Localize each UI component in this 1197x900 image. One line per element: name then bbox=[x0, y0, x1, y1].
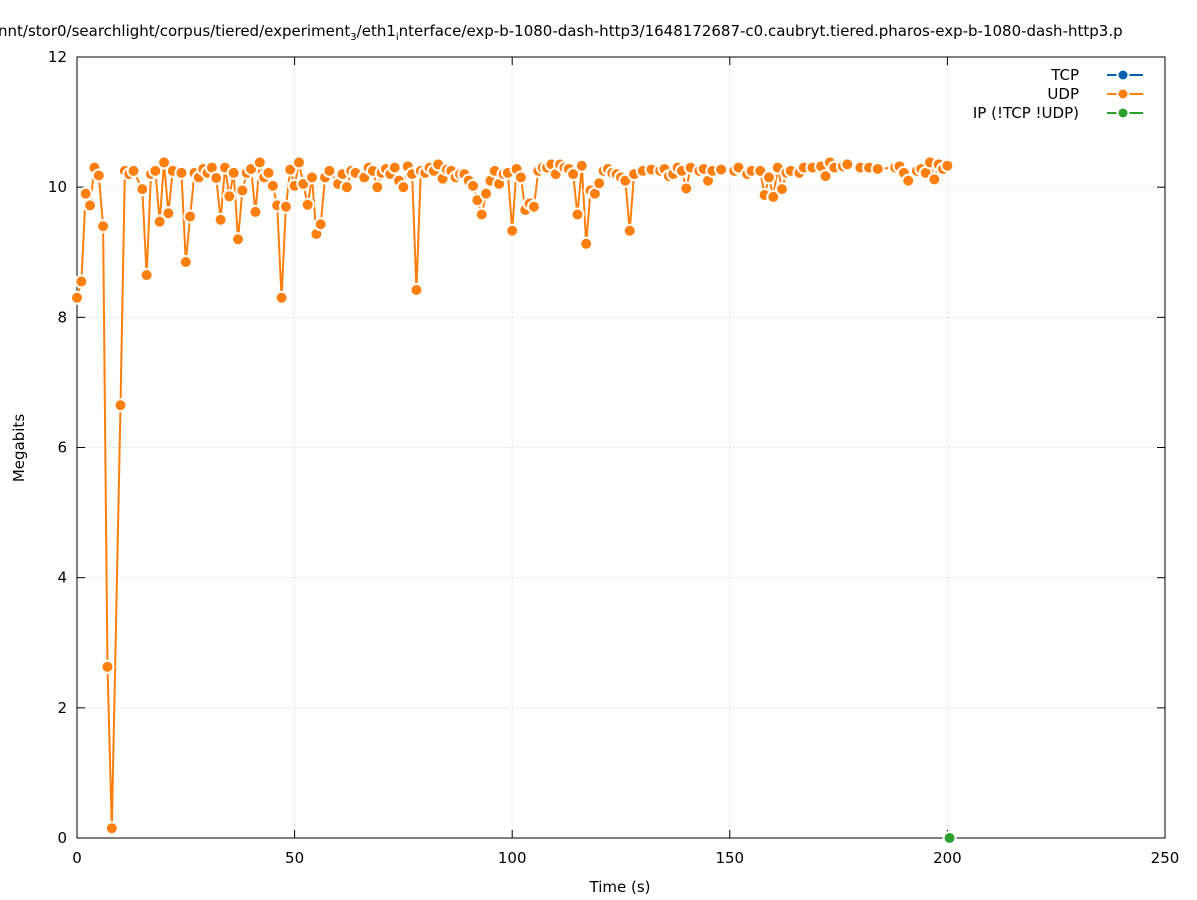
legend-label: TCP bbox=[1050, 66, 1079, 84]
data-point bbox=[679, 181, 694, 196]
data-point bbox=[313, 217, 328, 232]
data-point bbox=[235, 183, 250, 198]
data-point bbox=[139, 268, 154, 283]
data-point bbox=[83, 198, 98, 213]
y-tick-label: 4 bbox=[57, 569, 67, 587]
y-axis-label: Megabits bbox=[10, 414, 28, 482]
legend-label: IP (!TCP !UDP) bbox=[973, 104, 1079, 122]
data-point bbox=[409, 282, 424, 297]
data-point bbox=[300, 197, 315, 212]
data-point bbox=[278, 199, 293, 214]
data-point bbox=[261, 165, 276, 180]
x-tick-label: 200 bbox=[933, 849, 962, 867]
y-tick-label: 0 bbox=[57, 829, 67, 847]
data-point bbox=[226, 165, 241, 180]
data-point bbox=[396, 180, 411, 195]
data-point bbox=[152, 214, 167, 229]
data-point bbox=[370, 180, 385, 195]
data-point bbox=[479, 186, 494, 201]
series-line bbox=[76, 159, 948, 829]
data-point bbox=[231, 232, 246, 247]
title-subscript: 3 bbox=[350, 32, 356, 43]
data-point bbox=[526, 199, 541, 214]
data-point bbox=[265, 178, 280, 193]
data-point bbox=[183, 209, 198, 224]
data-point bbox=[104, 821, 119, 836]
data-point bbox=[387, 160, 402, 175]
x-axis-label: Time (s) bbox=[589, 878, 651, 896]
data-point bbox=[209, 171, 224, 186]
plot-border bbox=[76, 56, 1166, 839]
data-point bbox=[870, 161, 885, 176]
chart-title: nnt/stor0/searchlight/corpus/tiered/expe… bbox=[0, 22, 1123, 43]
data-point bbox=[927, 172, 942, 187]
data-point bbox=[274, 290, 289, 305]
y-tick-label: 2 bbox=[57, 699, 67, 717]
x-tick-label: 100 bbox=[498, 849, 527, 867]
data-point bbox=[222, 189, 237, 204]
data-point bbox=[570, 207, 585, 222]
x-tick-label: 150 bbox=[715, 849, 744, 867]
data-point bbox=[126, 163, 141, 178]
data-point bbox=[91, 168, 106, 183]
data-point bbox=[513, 170, 528, 185]
data-point bbox=[178, 255, 193, 270]
data-point bbox=[322, 163, 337, 178]
data-point bbox=[283, 162, 298, 177]
title-part: nterface/exp-b-1080-dash-http3/164817268… bbox=[399, 22, 1123, 40]
legend-point bbox=[1116, 106, 1130, 120]
data-point bbox=[305, 170, 320, 185]
title-subscript: i bbox=[396, 32, 399, 43]
data-point bbox=[474, 207, 489, 222]
x-tick-label: 0 bbox=[72, 849, 82, 867]
data-point bbox=[574, 158, 589, 173]
data-point bbox=[248, 204, 263, 219]
data-point bbox=[714, 162, 729, 177]
data-point bbox=[252, 155, 267, 170]
data-point bbox=[100, 659, 115, 674]
data-point bbox=[579, 236, 594, 251]
legend-label: UDP bbox=[1047, 85, 1079, 103]
data-point bbox=[78, 186, 93, 201]
legend-point bbox=[1116, 87, 1130, 101]
data-point bbox=[775, 182, 790, 197]
y-tick-label: 12 bbox=[48, 48, 67, 66]
data-point bbox=[74, 274, 89, 289]
data-point bbox=[157, 155, 172, 170]
data-point bbox=[113, 398, 128, 413]
x-tick-label: 50 bbox=[285, 849, 304, 867]
data-point bbox=[135, 182, 150, 197]
data-point bbox=[942, 831, 957, 845]
data-point bbox=[840, 157, 855, 172]
data-point bbox=[592, 176, 607, 191]
data-point bbox=[622, 223, 637, 238]
y-tick-label: 10 bbox=[48, 178, 67, 196]
data-point bbox=[213, 212, 228, 227]
data-point bbox=[940, 158, 955, 173]
data-point bbox=[161, 206, 176, 221]
title-part: /eth1 bbox=[357, 22, 396, 40]
x-tick-label: 250 bbox=[1151, 849, 1180, 867]
data-point bbox=[505, 223, 520, 238]
data-point bbox=[148, 163, 163, 178]
data-point bbox=[766, 189, 781, 204]
data-point bbox=[901, 173, 916, 188]
data-point bbox=[70, 290, 84, 305]
data-point bbox=[339, 180, 354, 195]
y-tick-label: 6 bbox=[57, 439, 67, 457]
data-point bbox=[466, 178, 481, 193]
data-point bbox=[174, 165, 189, 180]
data-point bbox=[761, 170, 776, 185]
title-part: nnt/stor0/searchlight/corpus/tiered/expe… bbox=[0, 22, 350, 40]
legend-point bbox=[1116, 68, 1130, 82]
data-point bbox=[818, 169, 833, 184]
data-point bbox=[291, 155, 306, 170]
data-point bbox=[96, 219, 111, 234]
y-tick-label: 8 bbox=[57, 308, 67, 326]
data-point bbox=[566, 167, 581, 182]
